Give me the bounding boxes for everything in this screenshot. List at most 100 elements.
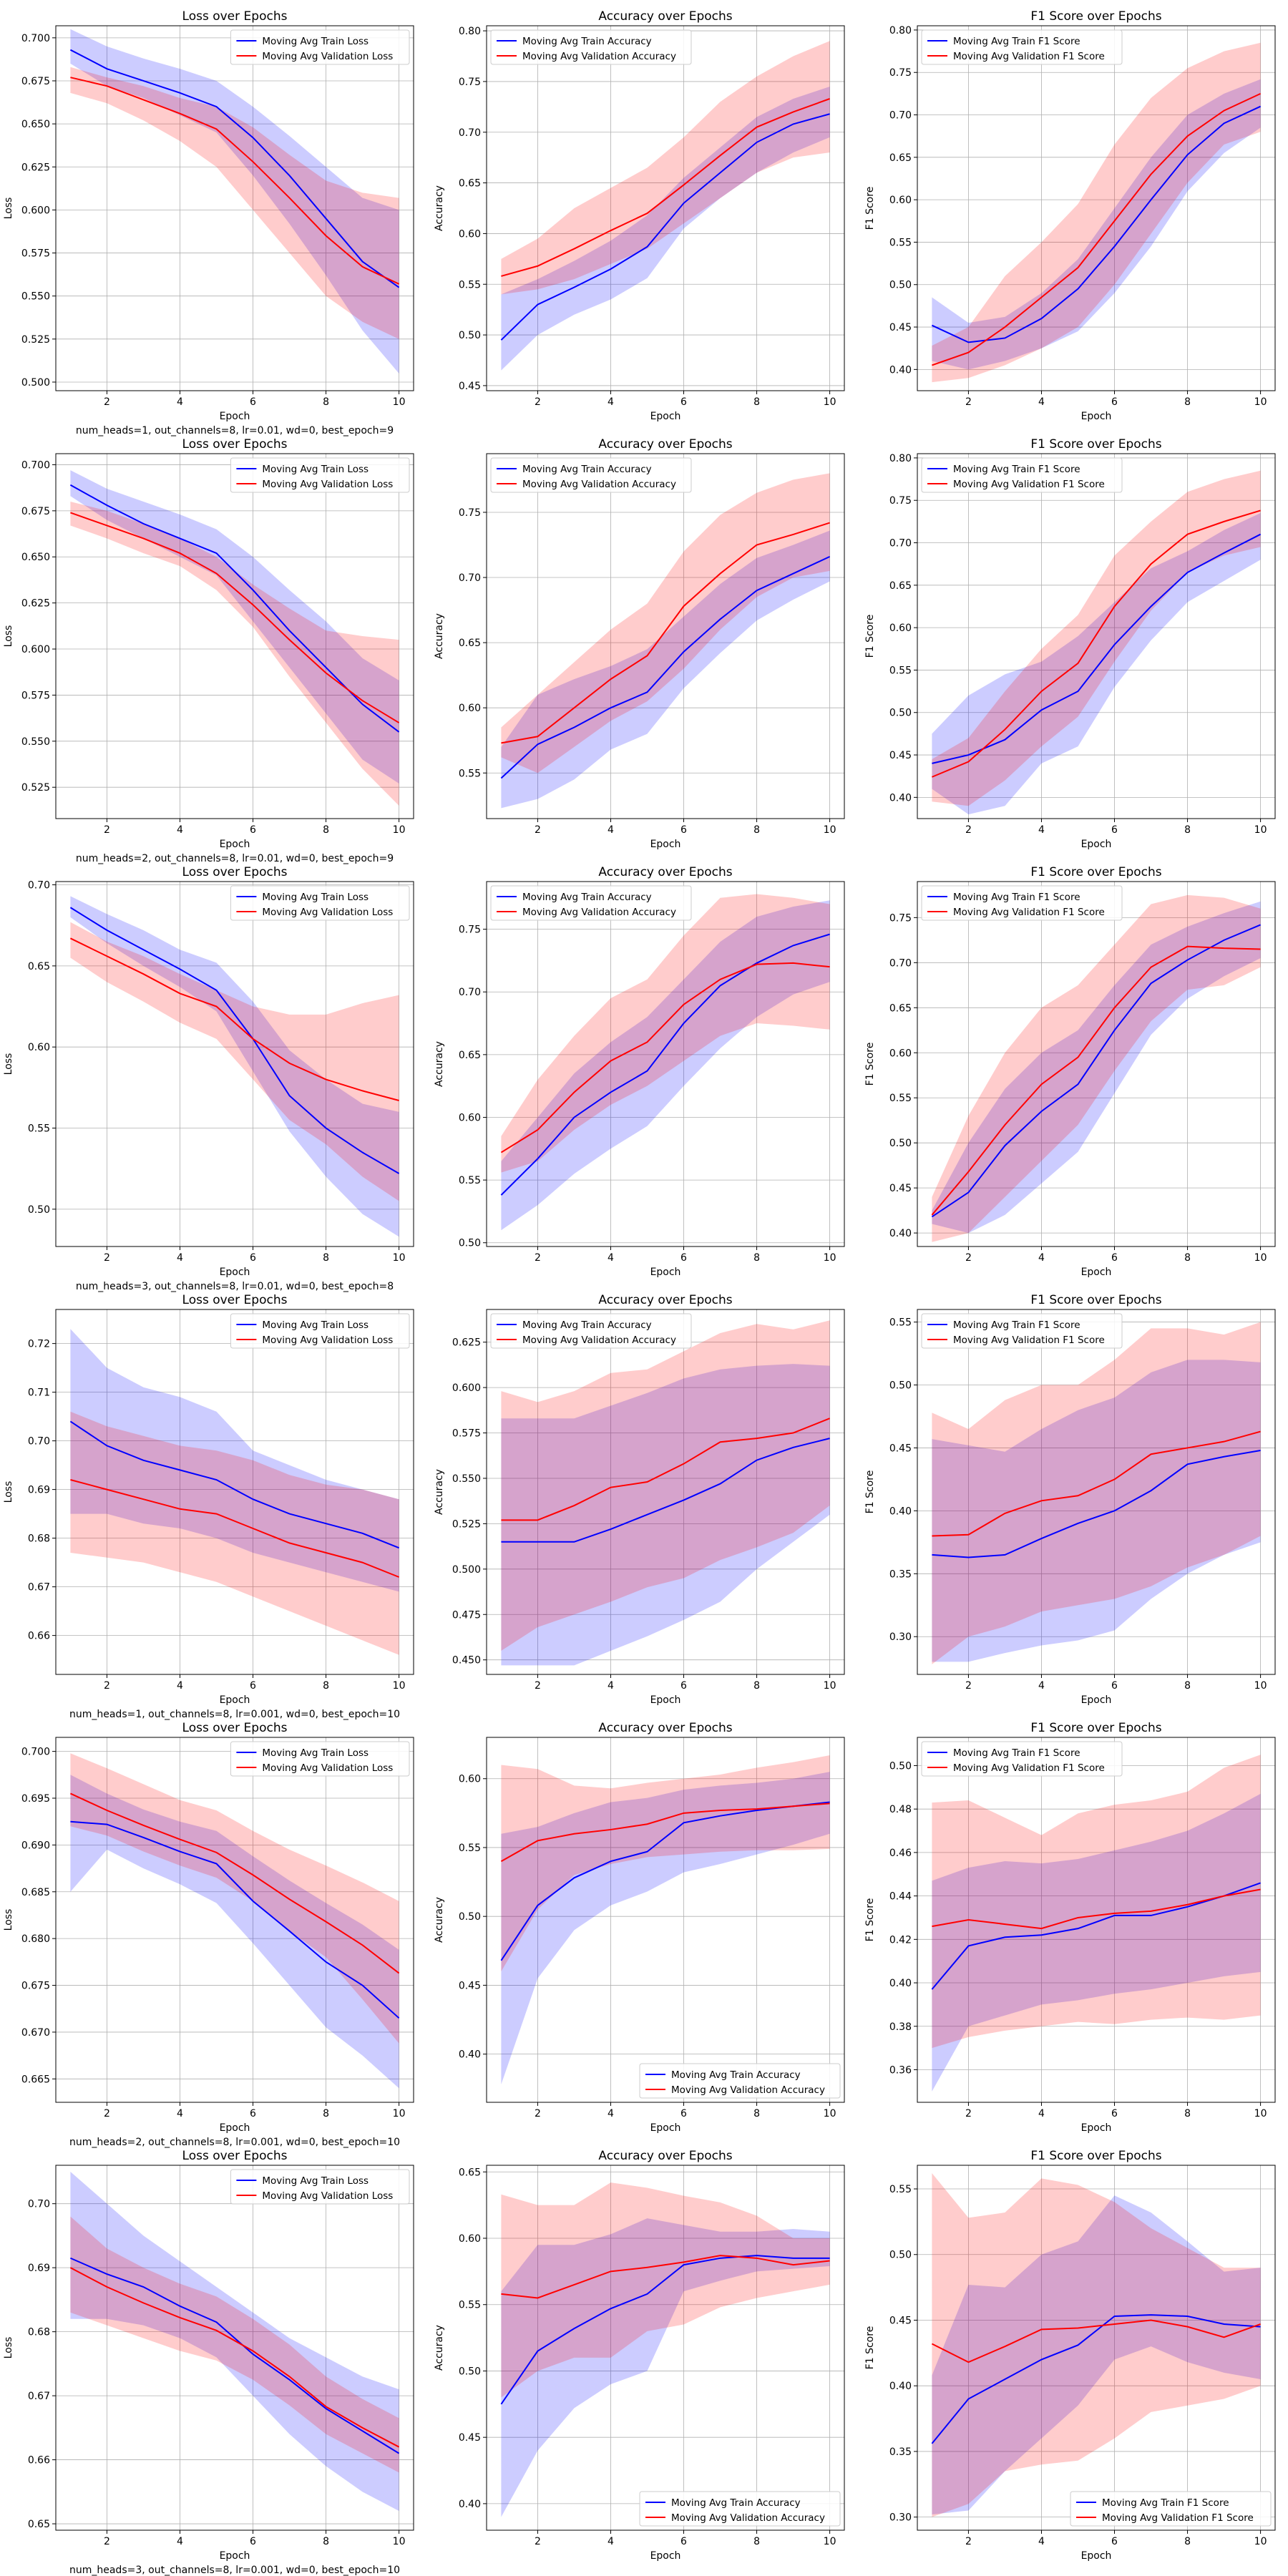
x-tick-label: 6 (680, 1252, 687, 1264)
y-tick-label: 0.45 (459, 381, 481, 392)
x-tick-label: 6 (1111, 2108, 1118, 2119)
legend-entry-label: Moving Avg Validation F1 Score (953, 479, 1105, 490)
chart-title: F1 Score over Epochs (1030, 865, 1161, 879)
x-tick-label: 10 (1254, 2108, 1267, 2119)
y-tick-label: 0.60 (889, 1048, 912, 1059)
legend: Moving Avg Train Loss Moving Avg Validati… (230, 1313, 410, 1349)
plot-frame (917, 25, 1276, 391)
y-axis-label: Accuracy (434, 1469, 445, 1515)
train-series-line (69, 1420, 399, 1549)
train-series-line (500, 555, 831, 779)
legend-box (639, 2491, 841, 2527)
x-tick-label: 4 (177, 1252, 183, 1264)
x-tick-label: 4 (177, 2108, 183, 2119)
y-tick-label: 0.700 (21, 33, 50, 44)
chart-panel-11: 2 4 6 8 10 0.450 0.475 0.500 0.525 0.550 0.575 0.60… (434, 1293, 845, 1706)
y-axis-label: Loss (3, 197, 14, 220)
x-axis-label: Epoch (220, 839, 250, 850)
y-tick-label: 0.30 (889, 2512, 912, 2524)
train-confidence-band (501, 2218, 830, 2517)
legend-entry-label: Moving Avg Train F1 Score (953, 464, 1080, 475)
train-confidence-band (70, 29, 399, 374)
y-tick-label: 0.55 (889, 665, 912, 676)
validation-confidence-band (70, 67, 399, 339)
y-tick-label: 0.75 (889, 912, 912, 924)
legend-box (490, 457, 692, 493)
chart-title: F1 Score over Epochs (1030, 2149, 1161, 2163)
y-axis-label: F1 Score (864, 1470, 876, 1514)
validation-series-line (70, 77, 400, 285)
x-axis-label: Epoch (1081, 2122, 1112, 2134)
x-tick-label: 4 (177, 2536, 183, 2547)
validation-confidence-band (70, 2216, 399, 2473)
validation-series-line (70, 1479, 399, 1578)
y-tick-label: 0.650 (21, 552, 50, 563)
x-tick-label: 2 (965, 1252, 972, 1264)
train-confidence-band (501, 530, 830, 809)
legend-entry-label: Moving Avg Validation Loss (262, 2190, 393, 2202)
y-axis-label: Loss (3, 1481, 14, 1503)
x-axis-label: Epoch (650, 839, 681, 850)
x-tick-label: 6 (250, 2108, 256, 2119)
legend-entry-label: Moving Avg Validation Loss (262, 1335, 393, 1346)
plot-frame (55, 1737, 414, 2103)
y-tick-label: 0.675 (21, 76, 50, 87)
y-tick-label: 0.40 (459, 2499, 481, 2510)
legend-entry-label: Moving Avg Train Loss (262, 1747, 369, 1759)
y-tick-label: 0.75 (889, 67, 912, 79)
chart-panel-12: 2 4 6 8 10 0.30 0.35 0.40 0.45 0.50 0.55 F1 Score o… (864, 1293, 1276, 1706)
y-tick-label: 0.625 (452, 1337, 481, 1349)
validation-series-line (69, 1792, 400, 1974)
train-confidence-band (70, 1329, 399, 1592)
x-tick-label: 8 (753, 2536, 760, 2547)
chart-title: Loss over Epochs (182, 437, 288, 452)
y-tick-label: 0.40 (889, 1228, 912, 1239)
x-axis-label: Epoch (650, 2122, 681, 2134)
legend-entry-label: Moving Avg Train Loss (262, 2175, 369, 2187)
legend-entry-label: Moving Avg Train Loss (262, 36, 369, 47)
validation-series-line (501, 1418, 830, 1521)
y-tick-label: 0.80 (459, 26, 481, 37)
chart-title: Loss over Epochs (182, 1293, 288, 1307)
y-tick-label: 0.60 (889, 195, 912, 206)
run-config-caption: num_heads=1, out_channels=8, lr=0.001, w… (69, 1709, 400, 1720)
x-axis-label: Epoch (650, 411, 681, 422)
y-tick-label: 0.45 (889, 2315, 912, 2326)
y-tick-label: 0.500 (452, 1564, 481, 1576)
x-tick-label: 10 (1254, 396, 1267, 408)
legend-entry-label: Moving Avg Validation Accuracy (522, 1335, 676, 1346)
x-tick-label: 10 (393, 824, 406, 836)
y-tick-label: 0.30 (889, 1631, 912, 1643)
x-tick-label: 2 (535, 1680, 541, 1692)
y-tick-label: 0.680 (21, 1933, 50, 1945)
legend-box (230, 2169, 410, 2205)
x-tick-label: 6 (680, 2108, 687, 2119)
x-tick-label: 4 (608, 2108, 614, 2119)
chart-panel-14: 2 4 6 8 10 0.40 0.45 0.50 0.55 0.60 Accuracy over … (434, 1721, 845, 2134)
y-tick-label: 0.75 (889, 495, 912, 507)
y-axis-label: F1 Score (864, 1898, 876, 1942)
validation-confidence-band (932, 894, 1261, 1242)
y-tick-label: 0.71 (28, 1387, 50, 1399)
validation-confidence-band (501, 2182, 830, 2398)
y-tick-label: 0.50 (889, 1380, 912, 1392)
y-tick-label: 0.55 (28, 1123, 50, 1135)
y-tick-label: 0.48 (889, 1804, 912, 1815)
legend: Moving Avg Train Loss Moving Avg Validati… (230, 2169, 410, 2205)
y-tick-label: 0.45 (889, 322, 912, 333)
y-tick-label: 0.46 (889, 1848, 912, 1859)
run-config-caption: num_heads=1, out_channels=8, lr=0.01, wd… (76, 425, 394, 436)
y-tick-label: 0.55 (889, 1317, 912, 1329)
y-tick-label: 0.67 (28, 2391, 50, 2402)
legend-box (490, 885, 692, 921)
legend-entry-label: Moving Avg Validation Accuracy (671, 2512, 825, 2524)
y-tick-label: 0.68 (28, 1533, 50, 1545)
y-tick-label: 0.700 (21, 459, 50, 471)
x-tick-label: 8 (323, 2108, 329, 2119)
y-tick-label: 0.65 (889, 1002, 912, 1014)
x-axis-label: Epoch (220, 1267, 250, 1278)
y-tick-label: 0.65 (459, 1050, 481, 1061)
y-tick-label: 0.550 (452, 1473, 481, 1485)
y-tick-label: 0.67 (28, 1582, 50, 1594)
x-tick-label: 6 (250, 824, 256, 836)
